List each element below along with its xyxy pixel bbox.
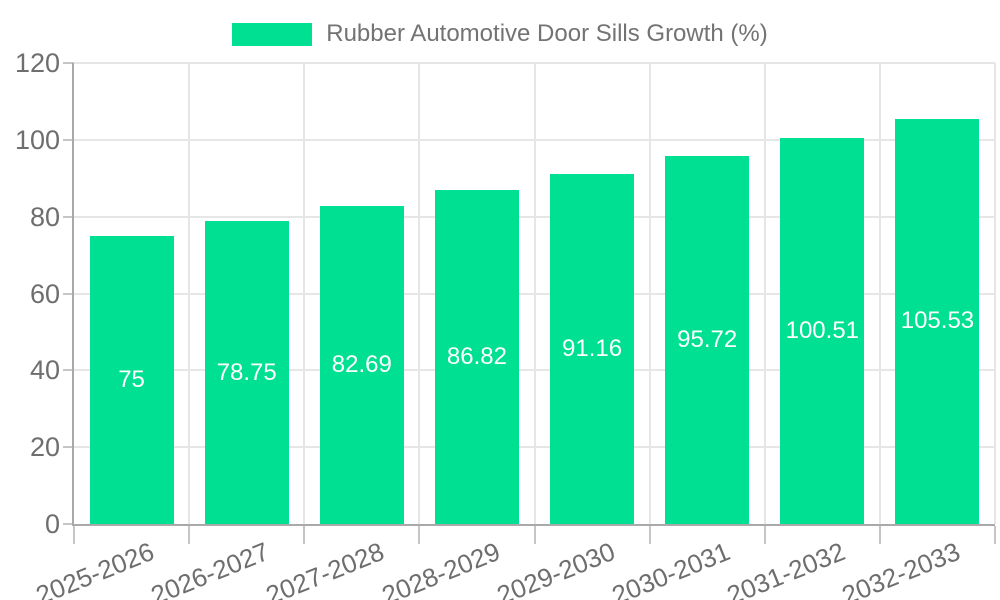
x-tick-mark (994, 526, 996, 544)
x-tick-label: 2026-2027 (147, 536, 274, 600)
y-axis-line (72, 63, 74, 526)
x-tick-label: 2032-2033 (837, 536, 965, 600)
bar[interactable] (550, 173, 635, 524)
bar[interactable] (780, 137, 865, 524)
v-gridline (763, 63, 766, 524)
bar-value-label: 82.69 (331, 351, 392, 379)
x-axis-line (72, 524, 995, 526)
v-gridline (533, 63, 536, 524)
y-tick-label: 60 (29, 278, 60, 309)
x-tick-mark (763, 526, 766, 544)
v-gridline (994, 63, 996, 524)
x-tick-mark (878, 526, 881, 544)
bar[interactable] (895, 118, 980, 524)
bar[interactable] (89, 235, 174, 524)
bar-value-label: 78.75 (216, 358, 277, 386)
bar[interactable] (204, 221, 289, 524)
bar[interactable] (665, 156, 750, 524)
v-gridline (418, 63, 421, 524)
y-tick-label: 80 (29, 201, 60, 232)
x-tick-label: 2025-2026 (31, 536, 159, 600)
x-tick-label: 2027-2028 (262, 536, 389, 600)
x-tick-label: 2030-2031 (607, 536, 735, 600)
bar-value-label: 86.82 (446, 343, 507, 371)
x-tick-mark (188, 526, 191, 544)
y-tick-label: 20 (29, 432, 60, 463)
bar-value-label: 105.53 (900, 307, 975, 335)
v-gridline (188, 63, 191, 524)
y-tick-mark (63, 446, 74, 449)
bar-value-label: 100.51 (785, 316, 860, 344)
y-tick-mark (63, 138, 74, 141)
v-gridline (648, 63, 651, 524)
y-tick-label: 0 (44, 509, 60, 539)
bar-value-label: 95.72 (677, 326, 738, 354)
bar-value-label: 91.16 (562, 334, 623, 362)
x-tick-mark (648, 526, 651, 544)
x-tick-mark (533, 526, 536, 544)
y-tick-label: 40 (29, 355, 60, 386)
y-tick-mark (63, 369, 74, 372)
bar[interactable] (434, 190, 519, 524)
x-tick-label: 2031-2032 (722, 536, 850, 600)
y-tick-mark (63, 62, 74, 64)
y-tick-mark (63, 215, 74, 218)
y-tick-mark (63, 292, 74, 295)
bar[interactable] (319, 206, 404, 524)
legend-swatch-icon (232, 22, 313, 46)
v-gridline (303, 63, 306, 524)
x-tick-mark (73, 526, 75, 544)
legend-label: Rubber Automotive Door Sills Growth (%) (326, 20, 768, 47)
y-tick-label: 100 (14, 124, 60, 155)
x-tick-label: 2028-2029 (377, 536, 504, 600)
x-tick-mark (303, 526, 306, 544)
x-tick-label: 2029-2030 (492, 536, 619, 600)
bar-value-label: 75 (118, 365, 145, 393)
legend[interactable]: Rubber Automotive Door Sills Growth (%) (0, 20, 1000, 48)
y-tick-mark (63, 523, 74, 525)
y-tick-label: 120 (14, 48, 60, 78)
v-gridline (878, 63, 881, 524)
x-tick-mark (418, 526, 421, 544)
